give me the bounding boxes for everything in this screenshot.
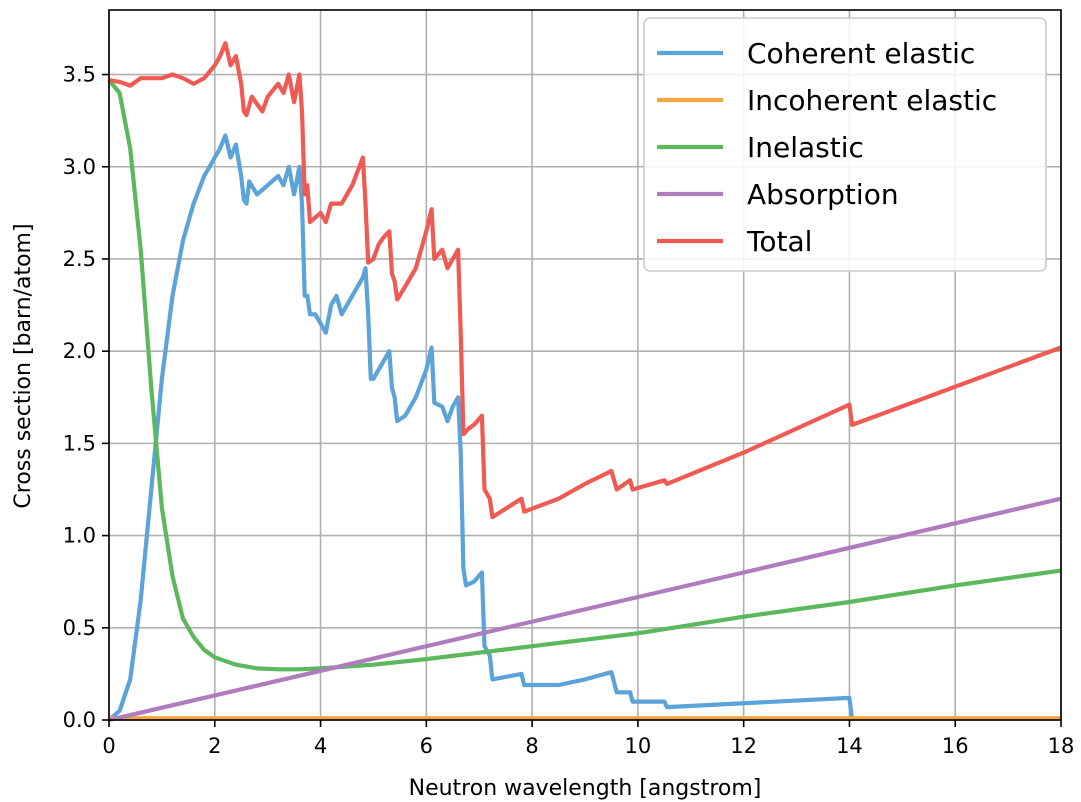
x-tick-label: 2 — [208, 734, 221, 758]
y-tick-label: 3.0 — [63, 155, 96, 179]
y-tick-label: 3.5 — [63, 63, 96, 87]
x-tick-label: 18 — [1048, 734, 1075, 758]
x-tick-label: 8 — [525, 734, 538, 758]
plot-frame — [108, 9, 1062, 721]
series-line-absorption — [108, 496, 1062, 723]
legend: Coherent elastic Incoherent elastic Inelas… — [643, 17, 1047, 272]
series-lines — [107, 41, 1062, 723]
y-axis-ticks: 0.0 0.5 1.0 1.5 2.0 2.5 3.0 3.5 — [63, 63, 109, 732]
legend-entry-label: Total — [746, 225, 812, 258]
x-tick-label: 16 — [942, 734, 969, 758]
legend-entry-label: Coherent elastic — [747, 37, 975, 70]
y-tick-label: 0.5 — [63, 616, 96, 640]
x-axis-ticks: 0 2 4 6 8 10 12 14 16 18 — [102, 720, 1074, 758]
x-tick-label: 6 — [420, 734, 433, 758]
y-tick-label: 2.5 — [63, 247, 96, 271]
legend-box — [643, 17, 1047, 272]
x-tick-label: 4 — [314, 734, 327, 758]
x-tick-label: 12 — [730, 734, 757, 758]
x-axis-label: Neutron wavelength [angstrom] — [409, 776, 762, 801]
x-tick-label: 10 — [625, 734, 652, 758]
y-axis-label: Cross section [barn/atom] — [11, 223, 36, 508]
x-tick-label: 0 — [102, 734, 115, 758]
legend-entry-label: Inelastic — [747, 131, 864, 164]
y-tick-label: 0.0 — [63, 708, 96, 732]
y-tick-label: 1.0 — [63, 524, 96, 548]
y-tick-label: 1.5 — [63, 431, 96, 455]
y-tick-label: 2.0 — [63, 339, 96, 363]
series-line-total — [108, 41, 1062, 520]
axes — [108, 9, 1062, 721]
x-tick-label: 14 — [836, 734, 863, 758]
legend-entry-label: Absorption — [747, 178, 899, 211]
series-line-coherent-elastic — [107, 133, 855, 722]
legend-entry-label: Incoherent elastic — [747, 84, 997, 117]
series-line-inelastic — [107, 78, 1062, 672]
